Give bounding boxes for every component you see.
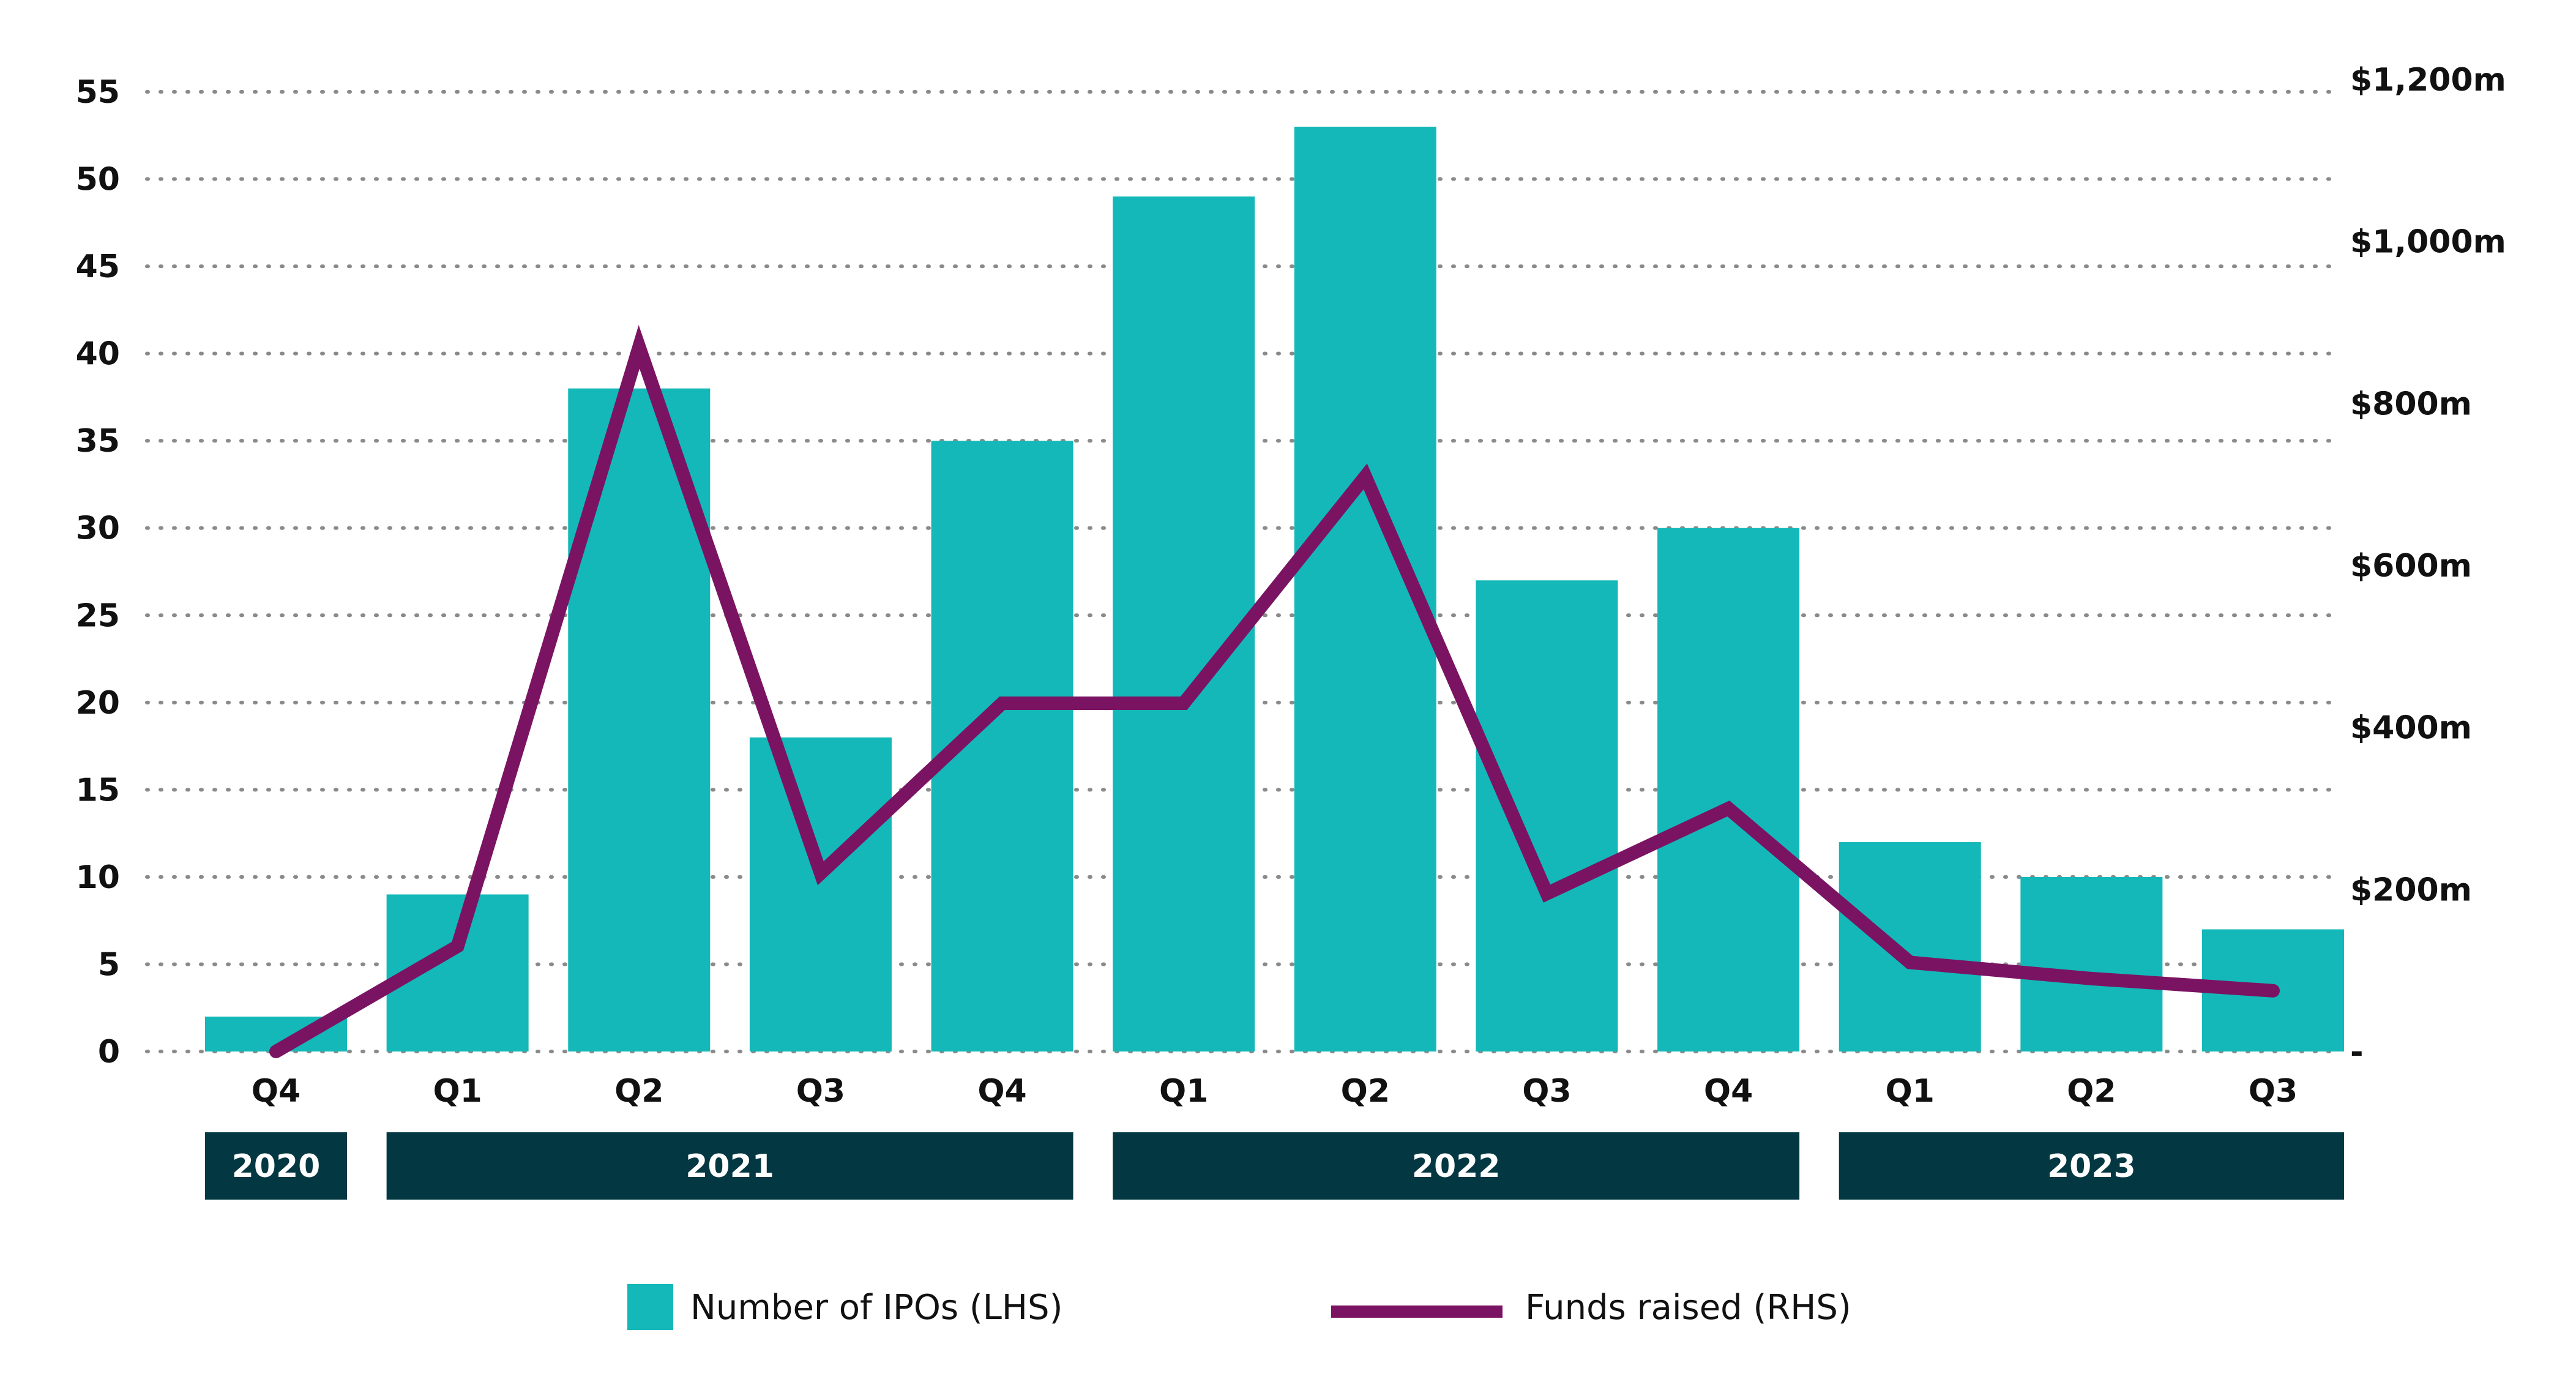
right-tick-label: $1,000m: [2350, 224, 2506, 261]
left-tick-label: 15: [76, 772, 120, 809]
left-tick-label: 35: [76, 423, 120, 460]
line-point: [820, 873, 821, 874]
bar: [1657, 528, 1800, 1051]
category-label: Q2: [1341, 1073, 1390, 1110]
year-label: 2020: [232, 1148, 321, 1185]
line-point: [457, 946, 458, 947]
left-tick-label: 55: [76, 74, 120, 111]
left-tick-label: 40: [76, 336, 120, 373]
right-axis: - $200m $400m $600m $800m $1,000m $1,200m: [2350, 62, 2506, 1070]
line-point: [2091, 978, 2092, 979]
line-series: [269, 324, 2280, 1058]
year-label: 2022: [1412, 1148, 1501, 1185]
line-point: [1728, 808, 1729, 809]
category-label: Q2: [614, 1073, 663, 1110]
left-tick-label: 10: [76, 859, 120, 896]
left-tick-label: 45: [76, 248, 120, 285]
right-tick-label: $800m: [2350, 386, 2472, 422]
category-label: Q3: [2249, 1073, 2298, 1110]
left-tick-label: 20: [76, 685, 120, 722]
left-tick-label: 5: [98, 946, 120, 983]
legend: Number of IPOs (LHS) Funds raised (RHS): [627, 1284, 1851, 1330]
bar: [1476, 580, 1618, 1051]
x-axis: Q4 Q1 Q2 Q3 Q4 Q1 Q2 Q3 Q4 Q1 Q2 Q3: [252, 1073, 2298, 1110]
year-band: [205, 1132, 347, 1200]
category-label: Q1: [1159, 1073, 1208, 1110]
right-tick-label: $600m: [2350, 548, 2472, 585]
year-label: 2023: [2047, 1148, 2136, 1185]
year-bands: 2020 2021 2022 2023: [205, 1132, 2344, 1200]
left-tick-label: 0: [98, 1034, 120, 1070]
category-label: Q1: [1886, 1073, 1935, 1110]
left-axis: 0 5 10 15 20 25 30 35 40 45 50 55: [76, 74, 120, 1070]
bar: [2020, 876, 2163, 1051]
line-point: [1546, 893, 1547, 894]
legend-label-ipos: Number of IPOs (LHS): [690, 1288, 1062, 1328]
year-band: [1839, 1132, 2344, 1200]
line-point: [1002, 703, 1003, 704]
line-point: [1183, 703, 1184, 704]
category-label: Q4: [252, 1073, 301, 1110]
right-tick-label: $200m: [2350, 872, 2472, 908]
right-tick-label: $1,200m: [2350, 62, 2506, 99]
bar: [1113, 196, 1255, 1051]
bar: [1839, 842, 1981, 1051]
funds-line: [269, 324, 2280, 1058]
legend-swatch-ipos: [627, 1284, 673, 1330]
legend-swatch-funds: [1331, 1305, 1503, 1318]
category-label: Q4: [977, 1073, 1026, 1110]
year-band: [386, 1132, 1073, 1200]
right-tick-label: -: [2350, 1034, 2364, 1070]
line-point: [2272, 990, 2274, 992]
left-tick-label: 50: [76, 162, 120, 198]
right-tick-label: $400m: [2350, 710, 2472, 747]
category-label: Q3: [796, 1073, 845, 1110]
category-label: Q1: [433, 1073, 482, 1110]
left-tick-label: 30: [76, 510, 120, 547]
year-label: 2021: [685, 1148, 774, 1185]
line-point: [638, 346, 640, 348]
bar: [749, 737, 892, 1051]
category-label: Q4: [1704, 1073, 1753, 1110]
line-point: [1910, 962, 1911, 963]
left-tick-label: 25: [76, 597, 120, 634]
category-label: Q3: [1522, 1073, 1571, 1110]
line-point: [275, 1051, 277, 1052]
legend-label-funds: Funds raised (RHS): [1525, 1288, 1851, 1328]
category-label: Q2: [2067, 1073, 2116, 1110]
line-point: [1365, 476, 1366, 477]
year-band: [1113, 1132, 1800, 1200]
